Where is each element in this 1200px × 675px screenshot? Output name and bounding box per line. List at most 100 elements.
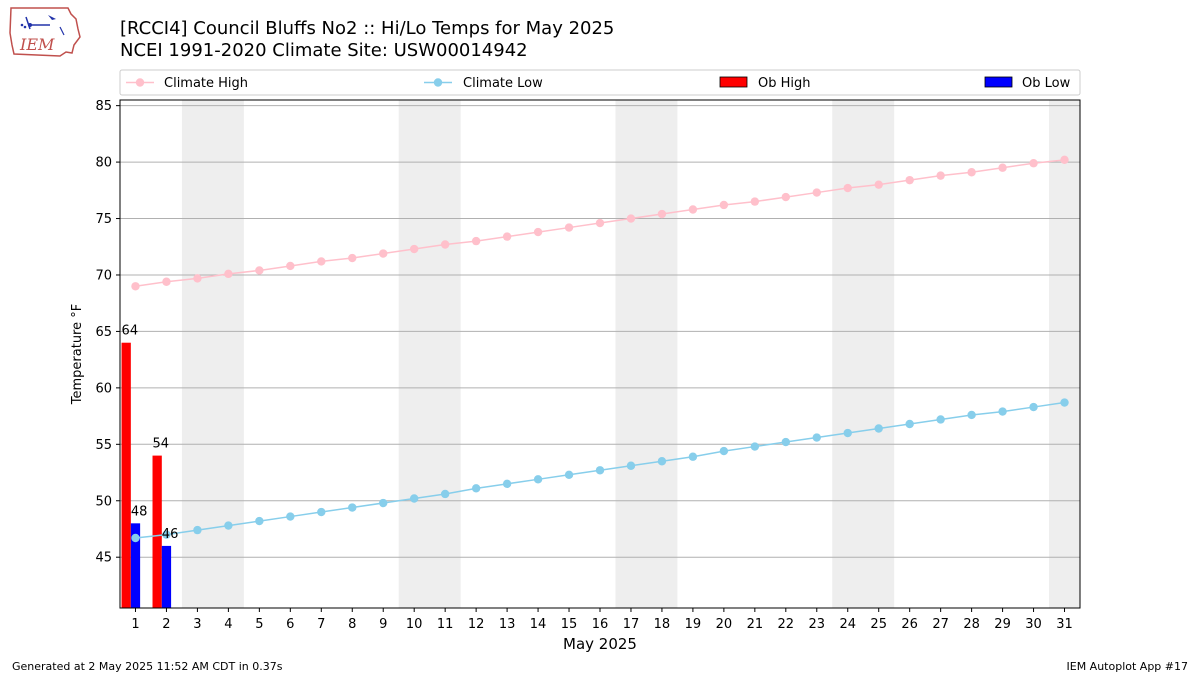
climate-high-point [471,236,481,246]
climate-high-point [131,282,140,291]
climate-high-point [379,249,388,258]
iowa-map-logo-icon: IEM [9,7,81,57]
climate-high-point [905,175,914,185]
y-tick-label: 65 [95,325,112,340]
x-tick-label: 5 [255,617,263,632]
ob-bars [121,342,172,608]
climate-low-point [626,461,636,470]
climate-low-point [998,407,1007,416]
climate-high-point [967,168,976,177]
climate-low-point [162,530,171,539]
y-tick-label: 70 [95,268,112,283]
climate-low-point [286,512,295,521]
x-tick-label: 15 [561,617,578,632]
gridlines [120,105,1080,558]
climate-low-point [750,442,760,451]
climate-low-point [533,475,543,484]
climate-high-point [564,223,574,232]
ob-low-bar [130,523,141,608]
climate-low-point [348,503,357,512]
climate-low-point [874,424,883,433]
x-tick-label: 10 [406,617,423,632]
legend-ob-high-label: Ob High [758,76,811,91]
climate-low-point [843,428,852,438]
x-tick-label: 7 [317,617,325,632]
x-tick-label: 14 [530,617,547,632]
weekend-shading [181,100,1080,608]
legend: Climate High Climate Low Ob High Ob Low [119,69,1081,96]
climate-high-point [936,171,945,180]
y-tick-label: 60 [95,381,112,396]
legend-climate-low-marker [433,78,443,87]
x-tick-label: 29 [994,617,1011,632]
climate-high-point [750,197,760,206]
legend-ob-high-swatch [719,76,748,88]
chart-title: [RCCI4] Council Bluffs No2 :: Hi/Lo Temp… [120,18,615,39]
climate-low-point [131,533,140,543]
y-tick-label: 80 [95,156,112,171]
climate-high-point [1060,155,1069,165]
x-tick-label: 28 [963,617,980,632]
x-tick-label: 1 [131,617,139,632]
climate-high-point [843,183,852,193]
climate-high-point [162,277,171,286]
x-tick-label: 12 [468,617,485,632]
climate-high-point [286,261,295,271]
weekend-band [832,100,895,608]
x-tick-label: 17 [623,617,640,632]
x-tick-label: 19 [685,617,702,632]
x-tick-label: 23 [809,617,826,632]
x-tick-label: 2 [162,617,170,632]
climate-high-point [193,274,202,283]
climate-high-point [224,269,233,279]
legend-ob-low-swatch [984,76,1013,88]
x-tick-label: 31 [1056,617,1073,632]
x-tick-label: 6 [286,617,294,632]
y-tick-label: 50 [95,494,112,509]
x-tick-label: 21 [747,617,764,632]
climate-low-point [936,415,945,424]
climate-low-point [1029,402,1038,412]
x-tick-label: 3 [193,617,201,632]
climate-high-point [719,200,729,210]
ob-high-bar [152,455,162,608]
legend-ob-low-label: Ob Low [1022,76,1071,91]
x-tick-label: 30 [1025,617,1042,632]
climate-high-point [998,163,1007,172]
x-axis-label: May 2025 [563,635,637,653]
x-tick-label: 20 [716,617,733,632]
x-tick-label: 27 [932,617,949,632]
climate-high-point [781,192,791,202]
x-tick-label: 9 [379,617,387,632]
climate-lines [131,155,1069,543]
climate-low-point [317,507,326,517]
climate-low-point [719,446,729,456]
x-tick-label: 8 [348,617,356,632]
bar-value-labels: 64 54 48 46 [122,324,179,542]
climate-low-point [379,498,388,508]
climate-high-point [657,209,667,219]
climate-low-point [905,419,914,429]
ob-low-bar [161,545,172,608]
climate-high-point [874,180,883,189]
climate-low-point [440,489,450,499]
x-tick-label: 11 [437,617,454,632]
climate-low-point [224,521,233,530]
y-tick-label: 75 [95,212,112,227]
generated-note: Generated at 2 May 2025 11:52 AM CDT in … [12,660,283,673]
ob-low-bar-label: 46 [162,527,179,542]
y-tick-label: 85 [95,99,112,114]
climate-high-point [440,240,450,249]
chart-subtitle: NCEI 1991-2020 Climate Site: USW00014942 [120,40,528,61]
y-tick-label: 45 [95,551,112,566]
ob-low-bar-label: 48 [131,504,148,519]
logo-text: IEM [19,35,55,54]
climate-low-point [812,433,821,442]
ob-high-bar-label: 64 [122,324,139,339]
climate-low-point [564,470,574,479]
y-tick-label: 55 [95,438,112,453]
app-label: IEM Autoplot App #17 [1066,660,1189,673]
climate-high-point [688,205,698,214]
climate-high-point [409,244,419,254]
